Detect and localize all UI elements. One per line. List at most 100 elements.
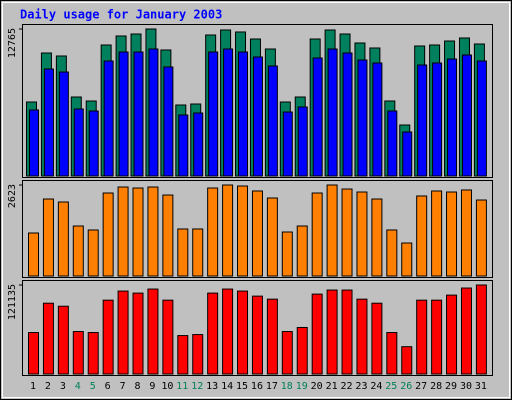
bar [162,299,174,375]
bar [178,114,189,177]
bar [207,292,219,375]
bar [57,201,69,277]
bar [341,289,353,375]
bar [177,335,189,375]
bar [416,299,428,375]
bar [162,194,174,277]
x-tick-label: 5 [90,381,96,392]
bar [446,191,458,277]
bar [133,51,144,177]
bar [72,331,84,375]
bar [371,198,383,277]
bar [431,190,443,277]
bar [266,298,278,375]
bar [311,192,323,277]
bar [87,332,99,375]
bar [102,299,114,375]
bar [132,187,144,277]
x-tick-label: 4 [75,381,81,392]
x-tick-label: 29 [445,381,457,392]
x-tick-label: 22 [341,381,353,392]
bar [43,68,54,177]
x-tick-label: 14 [221,381,233,392]
y-tick-label: 121135 [7,284,18,320]
bar [147,186,159,277]
bar [163,66,174,177]
bar [312,57,323,177]
bar [117,186,129,277]
bar [73,108,84,177]
y-tick-label: 12765 [7,28,18,58]
x-tick-label: 17 [266,381,278,392]
bar [147,288,159,375]
bar [356,298,368,375]
x-tick-label: 19 [296,381,308,392]
bar [401,242,413,277]
x-tick-label: 9 [149,381,155,392]
bar [281,231,293,277]
x-tick-label: 12 [191,381,203,392]
bar [387,110,398,177]
bar [327,48,338,177]
bar [222,184,234,277]
bar [401,346,413,375]
bar [193,112,204,177]
x-tick-label: 28 [430,381,442,392]
bar [447,58,458,177]
bar [342,52,353,177]
bar [118,51,129,177]
bar [192,334,204,375]
bar [416,195,428,277]
bar [372,62,383,177]
x-tick-label: 30 [460,381,472,392]
bar [72,225,84,277]
bar [251,295,263,375]
x-tick-label: 11 [176,381,188,392]
bar [475,199,487,277]
x-tick-label: 31 [475,381,487,392]
bar [386,229,398,277]
bar [223,48,234,177]
x-tick-label: 6 [105,381,111,392]
bar [87,229,99,277]
x-tick-label: 21 [326,381,338,392]
bar [58,71,69,177]
bar [326,289,338,375]
bar [42,302,54,375]
bar [356,191,368,277]
bar [102,192,114,277]
x-tick-label: 16 [251,381,263,392]
x-tick-label: 27 [415,381,427,392]
bar [460,189,472,277]
x-tick-label: 15 [236,381,248,392]
x-tick-label: 8 [134,381,140,392]
bar [207,187,219,277]
bar [386,332,398,375]
bar [296,326,308,375]
bar [371,302,383,375]
x-tick-label: 2 [45,381,51,392]
x-tick-label: 3 [60,381,66,392]
bar [42,198,54,277]
bar [460,287,472,375]
bar [57,305,69,375]
bar [297,106,308,177]
bar [208,51,219,177]
bar [29,109,39,177]
bar [222,288,234,375]
bar [177,228,189,277]
bar [296,225,308,277]
bar [475,284,487,375]
bar [148,48,159,177]
bar [192,228,204,277]
x-tick-label: 7 [120,381,126,392]
bar [311,293,323,375]
bar [103,60,114,177]
bar [417,64,428,177]
bar [446,294,458,375]
bar [476,60,487,177]
bar [266,197,278,277]
bar [357,59,368,177]
